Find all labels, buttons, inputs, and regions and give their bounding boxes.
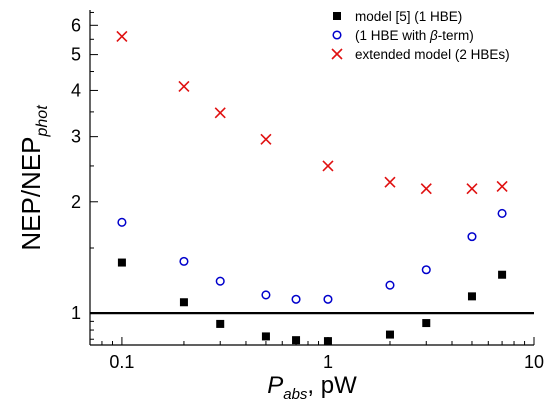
- data-point: [466, 183, 478, 195]
- x-mark-stroke: [116, 30, 128, 42]
- y-tick-label: 4: [71, 80, 81, 100]
- y-tick-label: 5: [71, 45, 81, 65]
- x-axis-title-main: P: [267, 372, 283, 399]
- legend-marker-0: [333, 12, 341, 20]
- y-axis-title: NEP/NEPphot: [16, 105, 51, 251]
- series-0: [117, 258, 507, 346]
- data-point: [420, 183, 432, 195]
- series-1: [117, 208, 507, 304]
- data-point: [116, 30, 128, 42]
- data-point: [216, 319, 225, 328]
- data-point: [385, 280, 395, 290]
- data-point: [178, 80, 190, 93]
- data-point: [467, 232, 477, 242]
- data-point: [421, 265, 431, 275]
- x-axis-title: Pabs, pW: [267, 372, 357, 400]
- data-point: [497, 208, 507, 218]
- data-point: [467, 292, 476, 301]
- data-point: [261, 290, 271, 300]
- legend-label-2: extended model (2 HBEs): [355, 47, 510, 62]
- x-axis-title-sub: abs: [283, 386, 308, 400]
- data-point: [323, 294, 333, 304]
- y-tick-label: 2: [71, 192, 81, 212]
- y-tick-label: 3: [71, 127, 81, 147]
- x-mark-stroke: [384, 176, 396, 188]
- data-point: [179, 298, 188, 307]
- data-point: [117, 258, 126, 267]
- x-mark-stroke: [466, 183, 478, 195]
- y-axis-title-sub: phot: [34, 105, 51, 138]
- x-mark-stroke: [260, 133, 272, 145]
- x-mark-stroke: [178, 80, 190, 93]
- legend: model [5] (1 HBE) (1 HBE with β-term) exte…: [331, 9, 510, 62]
- data-point: [261, 332, 270, 341]
- data-point: [384, 176, 396, 188]
- y-tick-label: 1: [71, 303, 81, 323]
- x-tick-label: 1: [323, 352, 333, 372]
- x-mark-stroke: [496, 180, 508, 193]
- x-mark-stroke: [214, 107, 226, 119]
- legend-label-0: model [5] (1 HBE): [355, 9, 462, 24]
- legend-label-1: (1 HBE with β-term): [355, 28, 474, 43]
- legend-marker-2: [331, 48, 343, 60]
- data-point: [260, 133, 272, 145]
- data-point: [498, 270, 507, 279]
- series-2: [116, 30, 508, 195]
- data-point: [215, 276, 225, 286]
- data-marks: [116, 30, 508, 346]
- x-tick-label: 0.1: [109, 352, 134, 372]
- data-point: [496, 180, 508, 193]
- x-mark-stroke: [331, 48, 343, 60]
- x-mark-stroke: [322, 160, 334, 172]
- axes: 0.1 1 10 1 2 3 4 5 6 Pabs, pW NEP/NEPphot: [16, 10, 544, 400]
- data-point: [422, 319, 431, 328]
- data-point: [291, 294, 301, 304]
- data-point: [385, 330, 394, 339]
- data-point: [117, 217, 127, 227]
- legend-label-part: (1 HBE with: [355, 28, 430, 43]
- x-axis-title-rest: , pW: [307, 372, 357, 399]
- data-point: [322, 160, 334, 172]
- legend-label-part: -term): [438, 28, 474, 43]
- data-point: [214, 107, 226, 119]
- y-tick-label: 6: [71, 15, 81, 35]
- legend-label-part: β: [429, 28, 438, 43]
- data-point: [292, 336, 301, 345]
- y-axis-title-main: NEP/NEP: [16, 136, 46, 250]
- x-mark-stroke: [420, 183, 432, 195]
- legend-marker-1: [332, 30, 342, 40]
- x-tick-label: 10: [524, 352, 544, 372]
- data-point: [323, 337, 332, 346]
- data-point: [179, 256, 189, 266]
